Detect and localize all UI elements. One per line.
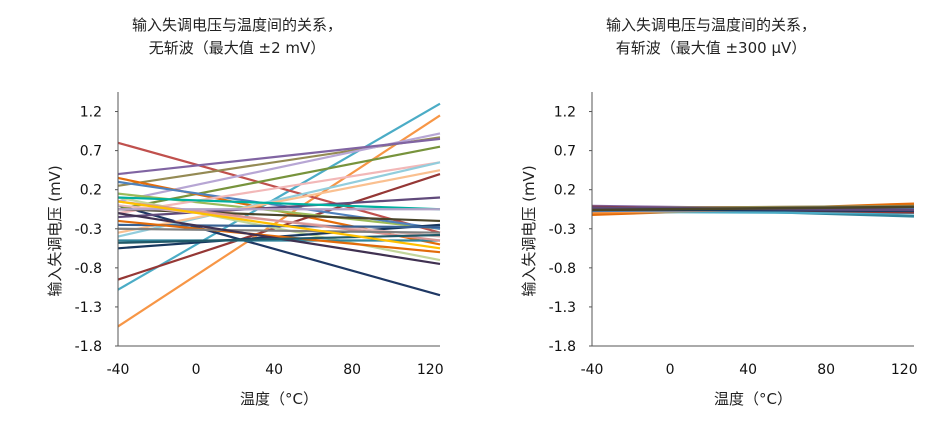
x-axis-label: 温度（°C） — [714, 390, 792, 408]
chart-panel-no-chopping: 输入失调电压与温度间的关系， 无斩波（最大值 ±2 mV） 1.2 0.7 0.2 -… — [0, 14, 474, 408]
y-axis-label: 输入失调电压 (mV) — [46, 165, 64, 296]
y-tick-label: -0.8 — [75, 261, 102, 277]
series-line — [117, 227, 441, 234]
series-line — [117, 204, 441, 297]
chart-title-line1: 输入失调电压与温度间的关系， — [605, 16, 816, 34]
y-tick-label: 1.2 — [554, 105, 576, 121]
x-tick-label: 0 — [666, 362, 675, 378]
y-tick-label: 0.7 — [554, 144, 576, 160]
y-tick-label: -0.3 — [75, 222, 102, 238]
series-line — [117, 200, 441, 250]
y-tick-label: -0.3 — [549, 222, 576, 238]
chart-plot: 1.2 0.7 0.2 -0.3 -0.8 -1.3 -1.8 -40 0 40 80 120 温度（°… — [520, 92, 918, 408]
chart-title: 输入失调电压与温度间的关系， 有斩波（最大值 ±300 μV） — [474, 14, 948, 60]
x-tick-label: 120 — [891, 362, 918, 378]
x-tick-label: 40 — [739, 362, 757, 378]
x-tick-label: -40 — [581, 362, 604, 378]
y-tick-label: 0.2 — [80, 183, 102, 199]
chart-plot: 1.2 0.7 0.2 -0.3 -0.8 -1.3 -1.8 -40 0 40 80 120 温度（°… — [46, 92, 444, 408]
series-line — [117, 161, 441, 215]
chart-panel-with-chopping: 输入失调电压与温度间的关系， 有斩波（最大值 ±300 μV） 1.2 0.7 0.… — [474, 0, 948, 434]
chart-title-line1: 输入失调电压与温度间的关系， — [131, 16, 342, 34]
x-axis-label: 温度（°C） — [240, 390, 318, 408]
y-tick-label: 0.2 — [554, 183, 576, 199]
series-line — [117, 196, 441, 211]
y-tick-label: 0.7 — [80, 144, 102, 160]
x-tick-label: 120 — [417, 362, 444, 378]
x-tick-label: 40 — [265, 362, 283, 378]
series-line — [117, 196, 441, 219]
y-tick-label: -1.3 — [549, 300, 576, 316]
series-line — [117, 233, 441, 244]
y-tick-label: -1.8 — [75, 339, 102, 355]
series-line — [117, 200, 441, 242]
series-line — [591, 205, 915, 212]
x-tick-label: 80 — [817, 362, 835, 378]
chart-title: 输入失调电压与温度间的关系， 无斩波（最大值 ±2 mV） — [0, 14, 474, 60]
x-tick-label: 80 — [343, 362, 361, 378]
y-tick-label: -1.8 — [549, 339, 576, 355]
y-tick-label: -0.8 — [549, 261, 576, 277]
chart-subtitle: 有斩波（最大值 ±300 μV） — [615, 39, 807, 57]
y-tick-label: 1.2 — [80, 105, 102, 121]
series-line — [117, 102, 441, 291]
x-tick-label: 0 — [192, 362, 201, 378]
y-tick-label: -1.3 — [75, 300, 102, 316]
x-tick-label: -40 — [107, 362, 130, 378]
y-axis-label: 输入失调电压 (mV) — [520, 165, 538, 296]
series-line — [117, 180, 441, 230]
chart-subtitle: 无斩波（最大值 ±2 mV） — [148, 39, 326, 57]
series-line — [117, 137, 441, 176]
series-line — [117, 219, 441, 254]
